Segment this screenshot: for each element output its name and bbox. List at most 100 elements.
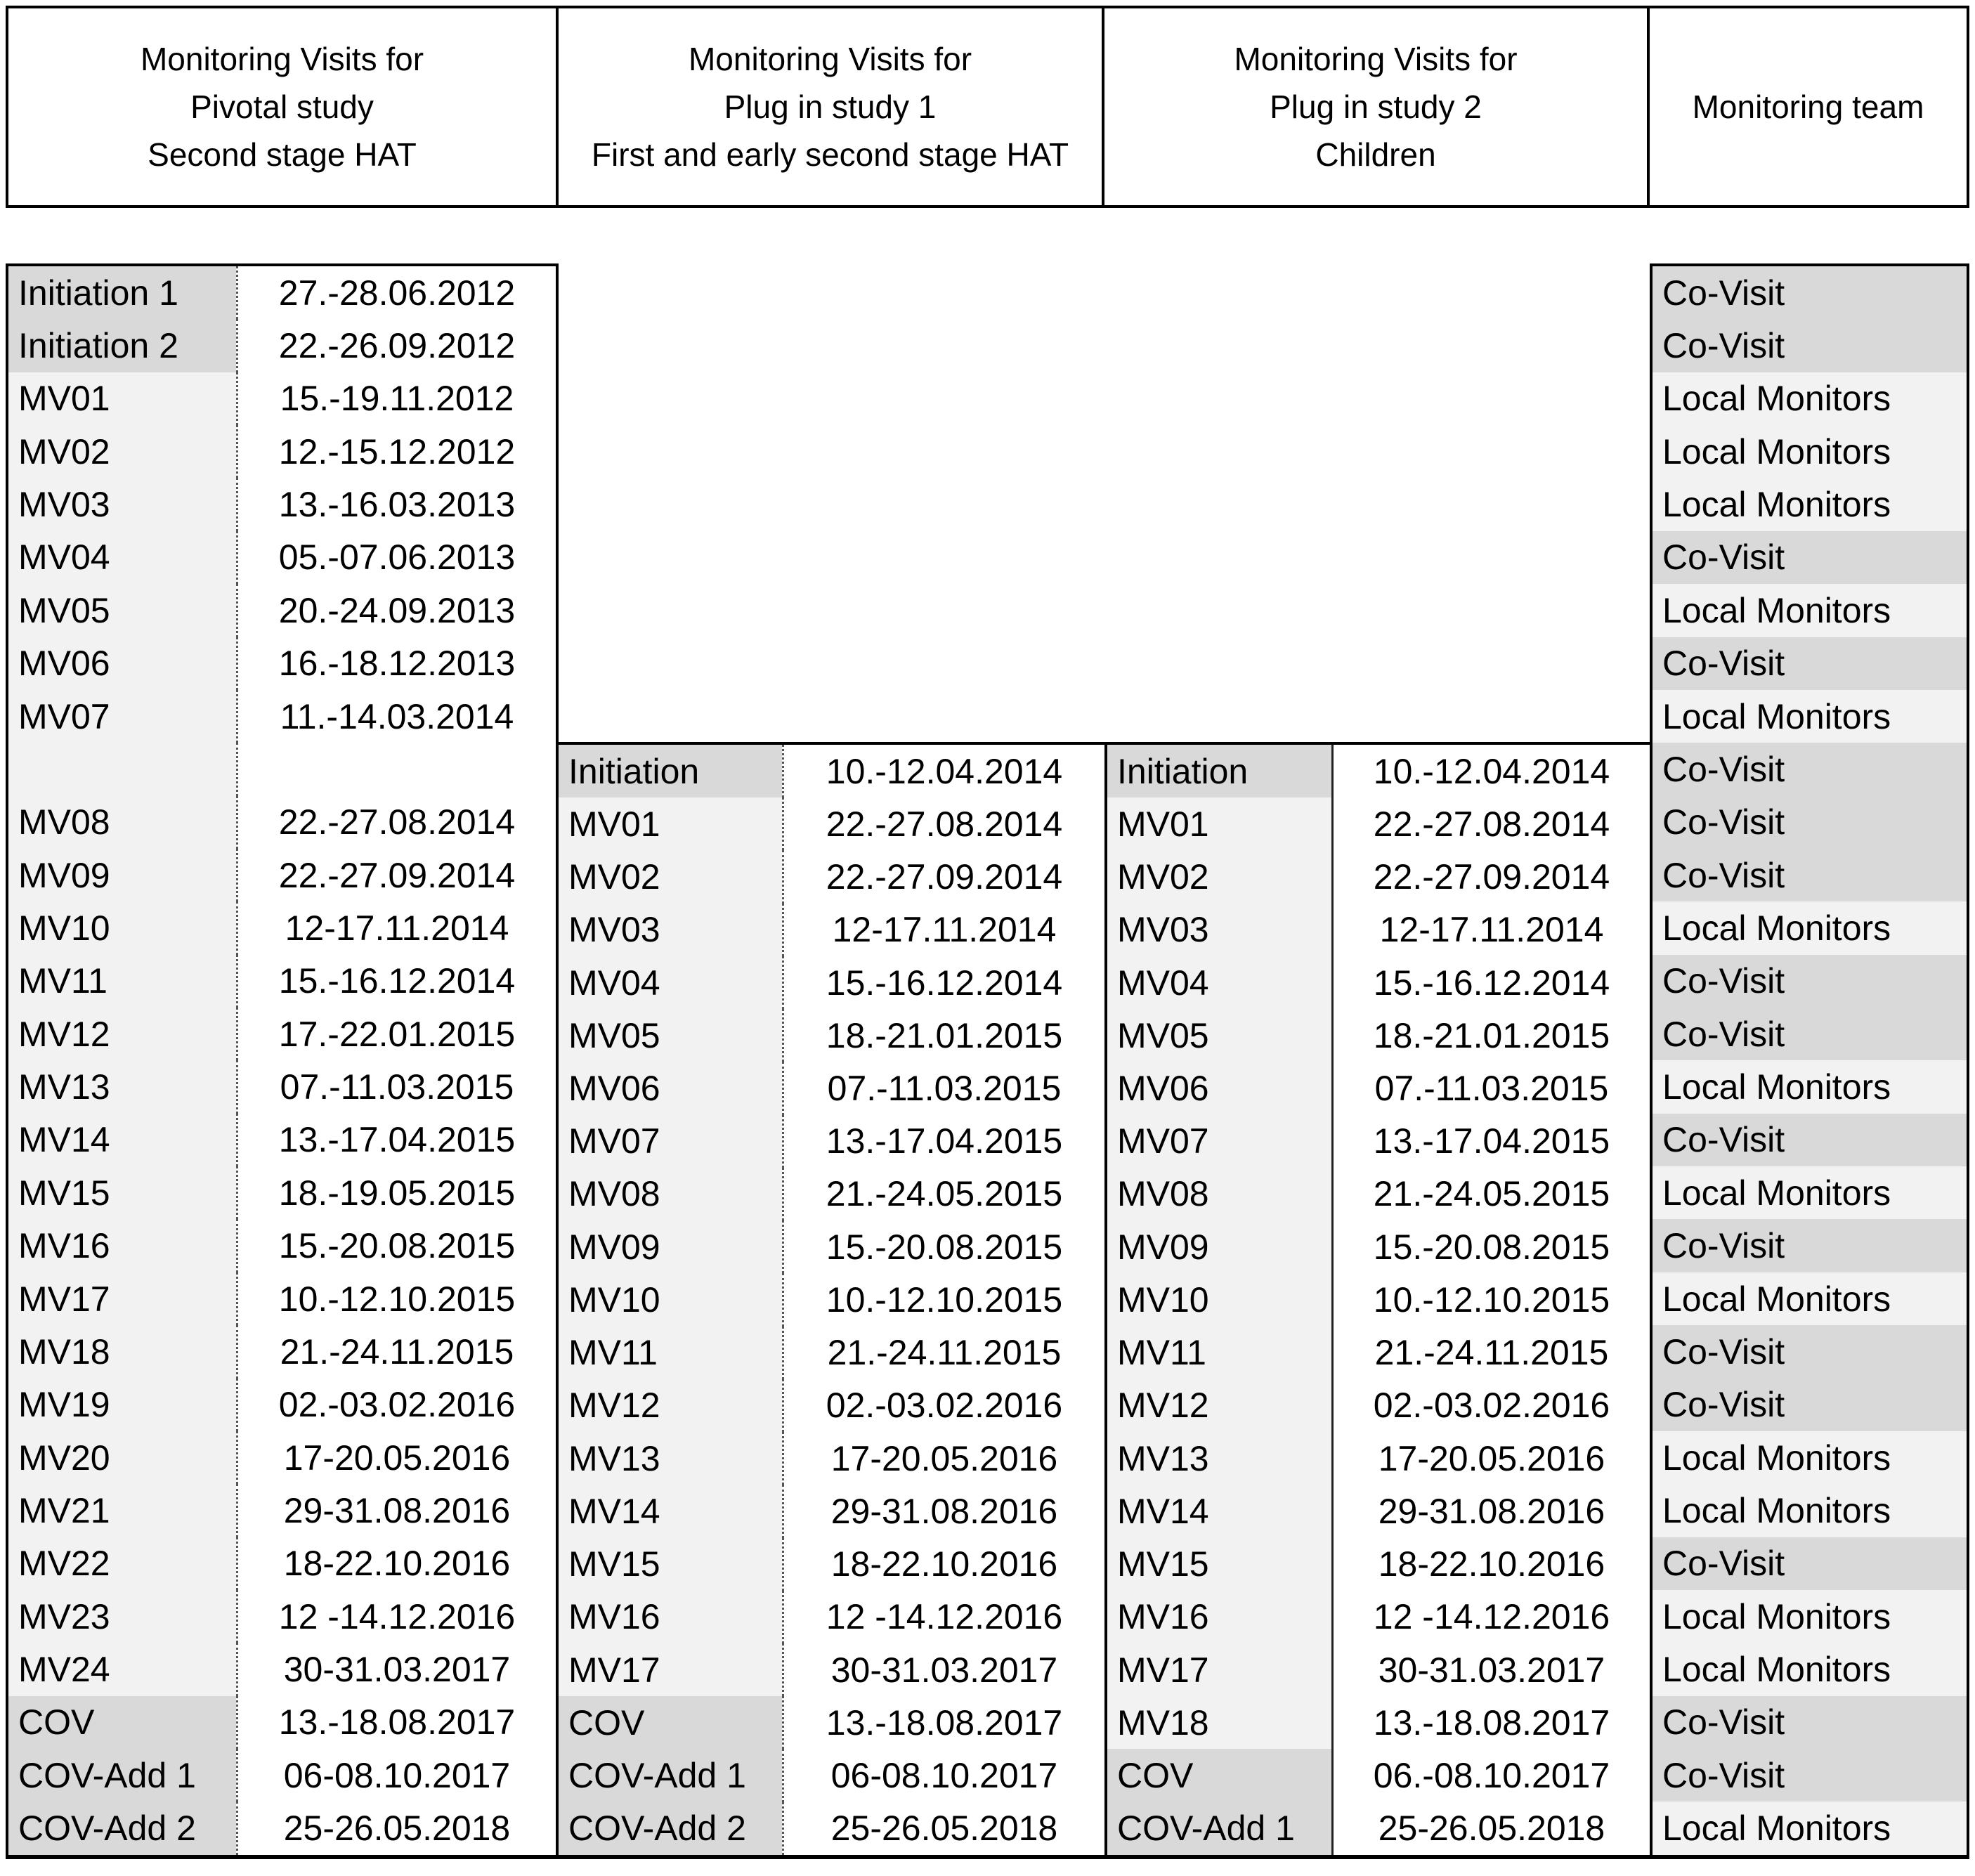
visit-label-cell: MV10 [559,1273,782,1327]
visit-date-cell: 06.-08.10.2017 [1331,1749,1650,1802]
visit-date-cell: 13.-16.03.2013 [236,478,556,531]
plug1-row: COV-Add 1 06-08.10.2017 [559,1749,1104,1802]
plug1-row: MV15 18-22.10.2016 [559,1537,1104,1591]
team-row: Co-Visit [1653,319,1967,372]
plug2-row: MV17 30-31.03.2017 [1107,1643,1650,1697]
visit-label-cell: MV05 [8,584,236,637]
team-row: Local Monitors [1653,1643,1967,1696]
visit-label-cell: MV12 [8,1008,236,1061]
visit-date-cell: 11.-14.03.2014 [236,689,556,743]
visit-date-cell: 07.-11.03.2015 [1331,1062,1650,1115]
visit-label-cell: COV-Add 1 [559,1749,782,1802]
plug1-row: MV05 18.-21.01.2015 [559,1009,1104,1062]
visit-date-cell: 29-31.08.2016 [782,1485,1104,1538]
team-row: Local Monitors [1653,1431,1967,1485]
monitoring-team-cell: Co-Visit [1653,1378,1967,1431]
pivotal-row: MV10 12-17.11.2014 [8,901,556,955]
pivotal-row: MV18 21.-24.11.2015 [8,1325,556,1379]
visit-date-cell: 13.-18.08.2017 [782,1696,1104,1750]
plug2-row: MV18 13.-18.08.2017 [1107,1696,1650,1750]
visit-label-cell: MV01 [1107,797,1331,851]
plug1-row: MV12 02.-03.02.2016 [559,1379,1104,1433]
visit-label-cell: MV09 [8,848,236,902]
visit-label-cell: MV06 [559,1062,782,1115]
plug1-row: MV13 17-20.05.2016 [559,1432,1104,1485]
visit-label-cell: MV01 [8,372,236,426]
header-line: First and early second stage HAT [591,136,1069,173]
pivotal-row: Initiation 1 27.-28.06.2012 [8,266,556,320]
monitoring-team-cell: Co-Visit [1653,743,1967,796]
plug1-row: COV 13.-18.08.2017 [559,1696,1104,1750]
visit-date-cell: 02.-03.02.2016 [236,1378,556,1431]
visit-date-cell: 22.-27.09.2014 [236,848,556,902]
visit-date-cell: 21.-24.11.2015 [236,1325,556,1379]
visit-label-cell: COV [559,1696,782,1750]
plug1-row: MV06 07.-11.03.2015 [559,1062,1104,1115]
visit-label-cell: MV18 [1107,1696,1331,1750]
visit-label-cell: COV-Add 2 [559,1802,782,1855]
monitoring-team-cell: Local Monitors [1653,1272,1967,1326]
team-row: Local Monitors [1653,901,1967,955]
plug2-row: MV14 29-31.08.2016 [1107,1485,1650,1538]
pivotal-row: MV11 15.-16.12.2014 [8,954,556,1008]
visit-label-cell: Initiation 2 [8,319,236,372]
visit-label-cell: MV13 [559,1432,782,1485]
visit-date-cell: 15.-16.12.2014 [782,956,1104,1010]
plug-in-study-2-visits-table: Initiation 10.-12.04.2014 MV01 22.-27.08.20… [1104,742,1650,1859]
visit-date-cell: 25-26.05.2018 [236,1802,556,1855]
plug1-row: COV-Add 2 25-26.05.2018 [559,1802,1104,1855]
visit-label-cell: Initiation [559,745,782,798]
visit-date-cell: 12.-15.12.2012 [236,425,556,478]
visit-label-cell: COV-Add 1 [1107,1802,1331,1855]
monitoring-team-cell: Co-Visit [1653,795,1967,849]
visit-label-cell: MV15 [559,1537,782,1591]
team-row: Co-Visit [1653,637,1967,690]
pivotal-row: COV-Add 2 25-26.05.2018 [8,1802,556,1855]
team-row: Local Monitors [1653,1484,1967,1537]
visit-date-cell: 25-26.05.2018 [782,1802,1104,1855]
visit-label-cell: MV09 [1107,1220,1331,1274]
visit-label-cell: MV23 [8,1589,236,1643]
pivotal-row: COV-Add 1 06-08.10.2017 [8,1749,556,1802]
visit-date-cell: 21.-24.05.2015 [1331,1167,1650,1221]
visit-label-cell: MV15 [8,1166,236,1220]
pivotal-row: MV14 13.-17.04.2015 [8,1113,556,1167]
visit-label-cell: MV14 [1107,1485,1331,1538]
monitoring-team-cell: Co-Visit [1653,1325,1967,1379]
visit-label-cell: MV12 [559,1379,782,1433]
monitoring-team-cell: Local Monitors [1653,478,1967,531]
monitoring-team-cell: Co-Visit [1653,848,1967,902]
pivotal-row: MV13 07.-11.03.2015 [8,1060,556,1114]
visit-label-cell: MV01 [559,797,782,851]
visit-date-cell: 21.-24.11.2015 [1331,1326,1650,1379]
visit-label-cell: MV16 [1107,1590,1331,1643]
visit-date-cell: 10.-12.10.2015 [782,1273,1104,1327]
visit-date-cell: 12-17.11.2014 [782,903,1104,956]
plug2-row: COV-Add 1 25-26.05.2018 [1107,1802,1650,1855]
visit-label-cell: MV24 [8,1643,236,1696]
team-row: Local Monitors [1653,1060,1967,1114]
visit-date-cell: 15.-16.12.2014 [236,954,556,1008]
visit-date-cell: 02.-03.02.2016 [782,1379,1104,1433]
team-row: Co-Visit [1653,1749,1967,1802]
monitoring-team-cell: Local Monitors [1653,584,1967,637]
visit-date-cell: 30-31.03.2017 [782,1643,1104,1697]
monitoring-team-cell: Local Monitors [1653,689,1967,743]
visit-date-cell: 16.-18.12.2013 [236,637,556,690]
pivotal-study-visits-table: Initiation 1 27.-28.06.2012 Initiation 2 22… [6,263,559,1859]
pivotal-row: MV05 20.-24.09.2013 [8,584,556,637]
team-row: Co-Visit [1653,795,1967,849]
visit-date-cell: 22.-26.09.2012 [236,319,556,372]
pivotal-row: MV19 02.-03.02.2016 [8,1378,556,1431]
plug1-row: MV04 15.-16.12.2014 [559,956,1104,1010]
visit-label-cell: MV06 [1107,1062,1331,1115]
pivotal-row: MV24 30-31.03.2017 [8,1643,556,1696]
visit-label-cell: MV10 [8,901,236,955]
header-line: Monitoring Visits for [688,41,972,77]
visit-label-cell: MV14 [559,1485,782,1538]
pivotal-row: Initiation 2 22.-26.09.2012 [8,319,556,372]
visit-date-cell: 18-22.10.2016 [1331,1537,1650,1591]
visit-label-cell: MV17 [559,1643,782,1697]
monitoring-team-cell: Co-Visit [1653,637,1967,690]
plug2-row: MV07 13.-17.04.2015 [1107,1114,1650,1168]
